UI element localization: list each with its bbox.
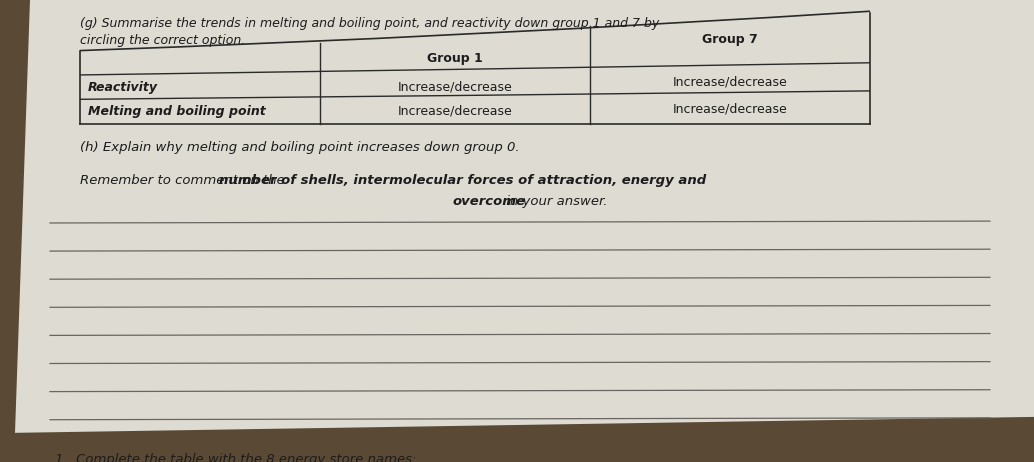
Text: circling the correct option.: circling the correct option. [80,34,245,47]
Text: Increase/decrease: Increase/decrease [398,81,513,94]
Text: Group 1: Group 1 [427,52,483,65]
Text: 1.  Complete the table with the 8 energy store names:: 1. Complete the table with the 8 energy … [55,452,417,462]
Text: (g) Summarise the trends in melting and boiling point, and reactivity down group: (g) Summarise the trends in melting and … [80,17,660,30]
Text: (h) Explain why melting and boiling point increases down group 0.: (h) Explain why melting and boiling poin… [80,140,520,153]
Text: number of shells, intermolecular forces of attraction, energy and: number of shells, intermolecular forces … [219,174,706,187]
Text: Increase/decrease: Increase/decrease [398,105,513,118]
Text: Reactivity: Reactivity [88,81,158,94]
Polygon shape [16,0,1034,433]
Text: Increase/decrease: Increase/decrease [673,102,787,115]
Text: Group 7: Group 7 [702,33,758,46]
Text: Melting and boiling point: Melting and boiling point [88,105,266,118]
Text: overcome: overcome [452,195,525,208]
Text: in your answer.: in your answer. [501,195,607,208]
Text: Increase/decrease: Increase/decrease [673,75,787,88]
Text: Remember to comment on the: Remember to comment on the [80,174,288,187]
